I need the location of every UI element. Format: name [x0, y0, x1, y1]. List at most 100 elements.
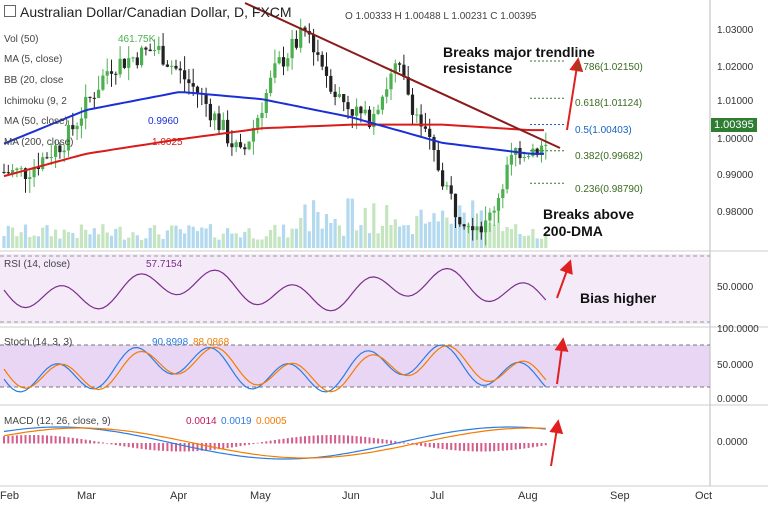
macd-histogram-bar — [308, 435, 311, 444]
volume-bar — [436, 221, 440, 248]
volume-bar — [45, 225, 49, 248]
macd-histogram-bar — [76, 438, 79, 444]
candle-body — [213, 113, 217, 121]
candle-body — [161, 45, 165, 65]
volume-bar — [372, 203, 376, 248]
macd-histogram-bar — [531, 443, 534, 448]
macd-histogram-bar — [381, 439, 384, 444]
macd-histogram-bar — [50, 435, 53, 444]
volume-bar — [432, 213, 436, 248]
volume-bar — [277, 236, 281, 248]
candle-body — [535, 148, 539, 156]
macd-histogram-bar — [37, 435, 40, 444]
volume-bar — [28, 236, 32, 248]
stoch-tick-50: 50.0000 — [717, 360, 754, 371]
volume-bar — [247, 228, 251, 248]
candle-body — [277, 57, 281, 64]
x-label-oct: Oct — [695, 490, 713, 502]
macd-label: MACD (12, 26, close, 9) — [4, 416, 111, 427]
candle-body — [32, 167, 36, 178]
macd-histogram-bar — [304, 436, 306, 444]
candle-body — [217, 113, 221, 130]
candle-body — [415, 114, 419, 116]
candle-body — [109, 71, 114, 74]
candle-body — [243, 147, 247, 150]
macd-histogram-bar — [265, 441, 268, 444]
volume-bar — [273, 224, 277, 248]
volume-bar — [187, 225, 191, 248]
volume-bar — [466, 223, 470, 248]
volume-bar — [144, 238, 148, 248]
macd-histogram-bar — [471, 443, 474, 452]
volume-bar — [19, 232, 23, 248]
macd-histogram-bar — [282, 438, 285, 444]
macd-histogram-bar — [3, 436, 5, 444]
volume-bar — [539, 238, 544, 248]
volume-bar — [234, 233, 238, 248]
macd-histogram-bar — [428, 443, 431, 448]
resistance-trendline — [244, 2, 561, 149]
macd-histogram-bar — [157, 443, 160, 451]
volume-bar — [204, 228, 208, 248]
volume-bar — [148, 227, 152, 248]
x-label-may: May — [250, 490, 271, 502]
candle-body — [152, 50, 157, 52]
candle-body — [84, 96, 88, 119]
annotation-trendline-line2: resistance — [443, 60, 513, 76]
stoch-tick-100: 100.0000 — [717, 324, 759, 335]
macd-histogram-bar — [390, 440, 392, 444]
volume-bar — [200, 227, 204, 248]
candle-body — [475, 226, 479, 231]
candle-body — [2, 171, 6, 173]
candle-body — [36, 167, 40, 170]
volume-bar — [251, 238, 255, 248]
candle-body — [501, 189, 505, 199]
volume-bar — [286, 237, 290, 248]
candle-body — [432, 136, 436, 151]
legend-vol-value: 461.75K — [118, 34, 156, 45]
candle-body — [385, 89, 389, 97]
volume-bar — [105, 232, 109, 248]
candle-body — [410, 94, 415, 115]
candle-body — [208, 103, 212, 121]
rsi-value: 57.7154 — [146, 259, 183, 270]
x-label-feb: Feb — [0, 490, 19, 502]
candle-body — [505, 164, 509, 190]
volume-bar — [367, 233, 372, 248]
bias-arrow — [554, 337, 569, 385]
collapse-icon[interactable] — [4, 5, 16, 17]
volume-bar — [269, 229, 273, 248]
volume-bar — [178, 229, 182, 248]
legend-vol: Vol (50) — [4, 34, 39, 45]
macd-histogram-bar — [342, 435, 345, 444]
volume-bar — [402, 225, 406, 248]
x-label-apr: Apr — [170, 490, 188, 502]
volume-bar — [238, 237, 243, 248]
macd-histogram-bar — [506, 443, 509, 451]
macd-histogram-bar — [329, 435, 332, 444]
candle-body — [458, 217, 462, 225]
macd-histogram-bar — [536, 443, 539, 447]
candle-body — [393, 63, 397, 74]
macd-histogram-bar — [519, 443, 521, 450]
macd-histogram-bar — [119, 443, 122, 446]
ohlc-readout: O 1.00333 H 1.00488 L 1.00231 C 1.00395 — [345, 11, 537, 22]
price-tick-1030: 1.03000 — [717, 25, 754, 36]
volume-bar — [256, 239, 260, 248]
macd-histogram-bar — [136, 443, 139, 449]
macd-histogram-bar — [41, 435, 44, 444]
macd-histogram-bar — [261, 442, 263, 444]
macd-histogram-bar — [407, 443, 410, 444]
volume-bar — [398, 226, 402, 248]
macd-histogram-bar — [97, 441, 100, 444]
volume-bar — [161, 238, 165, 248]
volume-bar — [217, 239, 221, 248]
macd-histogram-bar — [458, 443, 461, 451]
volume-bar — [419, 209, 423, 248]
macd-tick-0: 0.0000 — [717, 437, 748, 448]
macd-histogram-bar — [359, 436, 362, 444]
volume-bar — [544, 233, 548, 248]
macd-histogram-bar — [84, 439, 87, 444]
stoch-label: Stoch (14, 3, 3) — [4, 337, 73, 348]
